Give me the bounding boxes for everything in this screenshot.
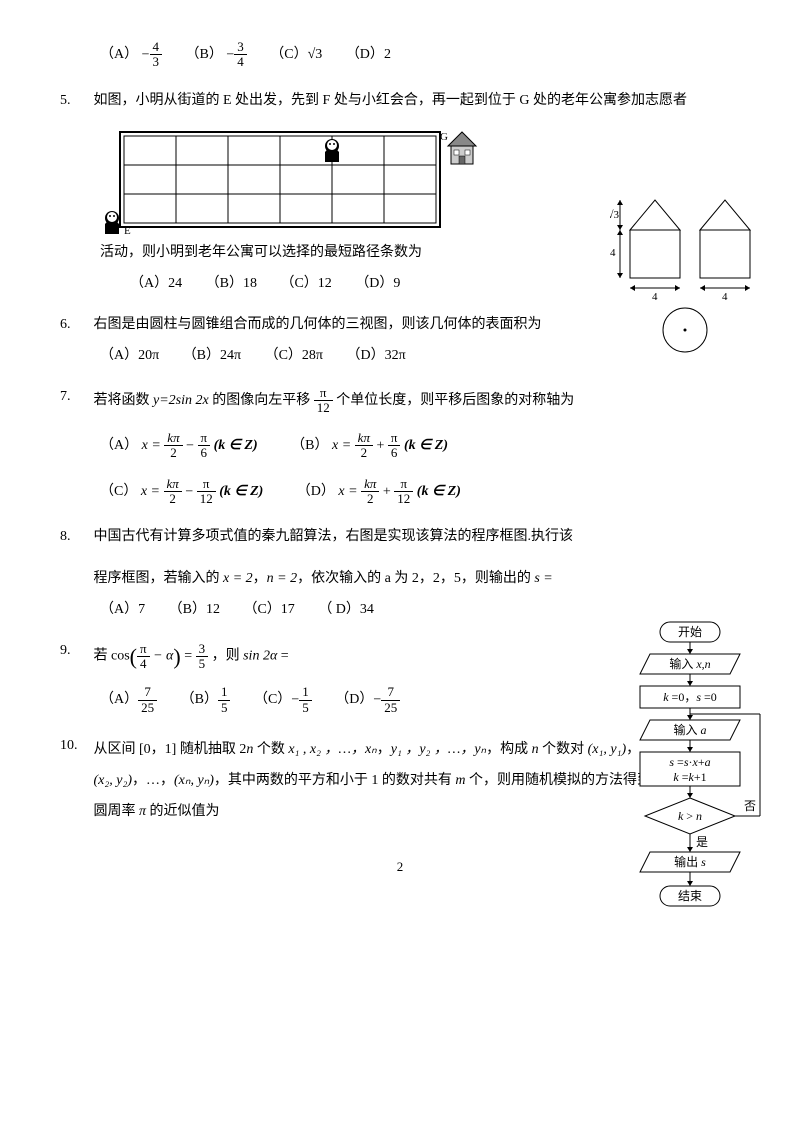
q10-number: 10. [60,735,90,756]
q8-opt-c: （C）17 [243,599,294,620]
q9-opt-d: （D）−725 [335,685,400,715]
label-e: E [124,225,131,236]
svg-text:k =0，s =0: k =0，s =0 [663,690,717,704]
svg-text:输入 x,n: 输入 x,n [669,656,710,671]
q7-opt-c: （C） x = kπ2 − π12 (k ∈ Z) [100,477,263,507]
svg-text:输入 a: 输入 a [673,722,706,737]
q4-opt-d: （D）2 [346,44,391,65]
q6-opt-a: （A）20π [100,345,159,366]
q9-opt-b: （B）15 [181,685,231,715]
q5-opt-a: （A）24 [130,273,182,294]
question-4-options: （A） −43 （B） −34 （C）√3 （D）2 [60,40,740,70]
question-7: 7. 若将函数 y=2sin 2x 的图像向左平移 π12 个单位长度，则平移后… [60,386,740,507]
q9-number: 9. [60,640,90,661]
q5-opt-d: （D）9 [355,273,400,294]
q8-opt-d: （ D）34 [318,599,374,620]
q9-opt-c: （C）−15 [254,685,312,715]
q4-opt-a: （A） −43 [100,40,162,70]
q7-opt-d: （D） x = kπ2 + π12 (k ∈ Z) [297,477,461,507]
svg-text:k =k+1: k =k+1 [673,770,706,784]
q7-opt-a: （A） x = kπ2 − π6 (k ∈ Z) [100,431,258,461]
q6-text: 右图是由圆柱与圆锥组合而成的几何体的三视图，则该几何体的表面积为 [94,314,574,335]
svg-text:否: 否 [744,799,756,813]
q6-number: 6. [60,314,90,335]
q5-opt-b: （B）18 [206,273,257,294]
svg-text:是: 是 [696,835,708,849]
three-views-figure: 2√3 4 4 4 [610,190,760,360]
q4-opt-c: （C）√3 [270,44,322,65]
svg-text:4: 4 [722,291,728,303]
fc-start: 开始 [678,625,702,639]
q5-text: 如图，小明从街道的 E 处出发，先到 F 处与小红会合，再一起到位于 G 处的老… [94,90,704,111]
q6-opt-b: （B）24π [183,345,241,366]
q6-opt-c: （C）28π [265,345,323,366]
q4-opt-b: （B） −34 [186,40,247,70]
q8-opt-b: （B）12 [169,599,220,620]
q7-number: 7. [60,386,90,407]
q9-text: 若 cos(π4 − α) = 35 ，则 sin 2α = [94,640,704,673]
svg-text:2√3: 2√3 [610,209,620,221]
q7-text: 若将函数 y=2sin 2x 的图像向左平移 π12 个单位长度，则平移后图象的… [94,386,704,416]
svg-text:4: 4 [652,291,658,303]
label-g: G [440,131,448,143]
q10-text: 从区间 [0，1] 随机抽取 2n 个数 x₁ , x₂ ，…，xₙ，y₁ ，y… [94,735,704,827]
svg-text:k > n: k > n [678,809,702,823]
q5-opt-c: （C）12 [280,273,331,294]
svg-text:输出 s: 输出 s [674,854,706,869]
q8-number: 8. [60,526,90,547]
flowchart-figure: 开始 输入 x,n k =0，s =0 输入 a s =s·x+a k =k+1… [620,620,770,960]
svg-text:4: 4 [610,247,616,259]
svg-text:s =s·x+a: s =s·x+a [669,755,710,769]
question-8: 8. 中国古代有计算多项式值的秦九韶算法，右图是实现该算法的程序框图.执行该 程… [60,526,740,620]
svg-text:结束: 结束 [678,889,702,903]
q7-opt-b: （B） x = kπ2 + π6 (k ∈ Z) [291,431,448,461]
q6-opt-d: （D）32π [347,345,406,366]
q9-opt-a: （A）725 [100,685,157,715]
q8-text: 中国古代有计算多项式值的秦九韶算法，右图是实现该算法的程序框图.执行该 程序框图… [94,526,584,589]
q5-number: 5. [60,90,90,111]
q8-opt-a: （A）7 [100,599,145,620]
